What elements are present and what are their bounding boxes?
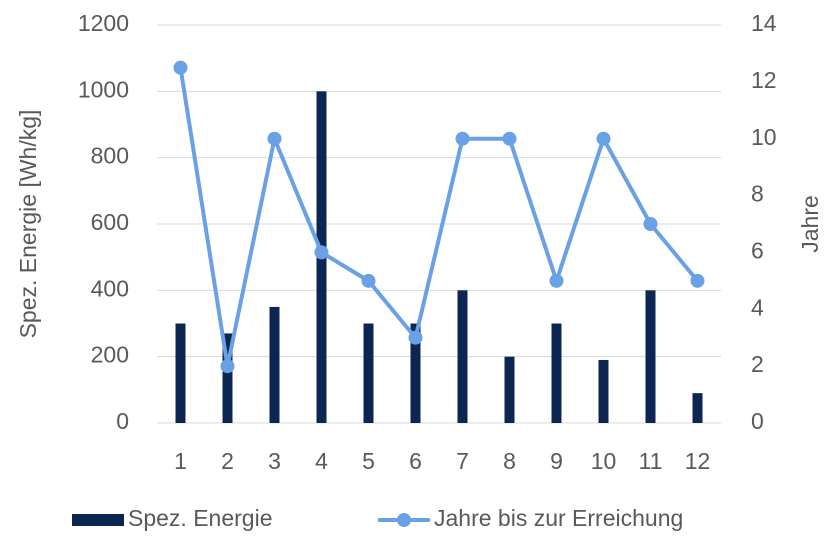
y2-tick-label: 6 [751, 238, 764, 264]
y2-tick-label: 0 [751, 408, 764, 434]
line-point [361, 273, 376, 288]
x-tick-label: 3 [268, 448, 281, 474]
x-tick-label: 10 [591, 448, 617, 474]
bar [598, 359, 609, 423]
y-tick-label: 0 [116, 408, 129, 434]
legend-swatch [397, 513, 411, 527]
line-point [173, 60, 188, 75]
legend-swatch [72, 514, 124, 526]
y-tick-label: 800 [91, 143, 129, 169]
bar [504, 356, 515, 423]
x-tick-label: 2 [221, 448, 234, 474]
x-tick-label: 5 [362, 448, 375, 474]
bar [363, 323, 374, 423]
x-tick-label: 8 [503, 448, 516, 474]
x-tick-label: 9 [550, 448, 563, 474]
x-tick-label: 6 [409, 448, 422, 474]
y-tick-label: 200 [91, 342, 129, 368]
line-point [267, 131, 282, 146]
line-point [220, 359, 235, 374]
line-point [643, 217, 658, 231]
y2-tick-label: 12 [751, 67, 777, 93]
line-point [549, 273, 564, 288]
line-point [596, 131, 611, 146]
y-axis-label: Spez. Energie [Wh/kg] [15, 110, 41, 339]
y-tick-label: 400 [91, 275, 129, 301]
line-point [314, 245, 329, 260]
line-point [455, 131, 470, 146]
line-point [408, 330, 423, 345]
line [178, 67, 700, 369]
bar [269, 306, 280, 423]
legend-label: Jahre bis zur Erreichung [434, 505, 683, 531]
legend-label: Spez. Energie [128, 505, 272, 531]
bar [645, 290, 656, 423]
y2-tick-label: 8 [751, 181, 764, 207]
y-tick-label: 1000 [78, 76, 129, 102]
y2-tick-label: 10 [751, 124, 777, 150]
x-tick-label: 4 [315, 448, 328, 474]
y-tick-label: 1200 [78, 10, 129, 36]
x-tick-label: 1 [174, 448, 187, 474]
bar [410, 323, 421, 423]
x-tick-label: 12 [685, 448, 711, 474]
y2-tick-label: 14 [751, 10, 777, 36]
y2-axis-label: Jahre [797, 195, 823, 253]
line-point [502, 131, 517, 146]
x-tick-label: 7 [456, 448, 469, 474]
x-tick-label: 11 [639, 448, 663, 474]
y2-tick-label: 4 [751, 294, 764, 320]
bar [692, 393, 703, 423]
bar [222, 333, 233, 423]
y2-tick-label: 2 [751, 351, 764, 377]
bar [551, 323, 562, 423]
bar [175, 323, 186, 423]
bar [457, 290, 468, 423]
y-tick-label: 600 [91, 209, 129, 235]
line-point [690, 273, 705, 288]
